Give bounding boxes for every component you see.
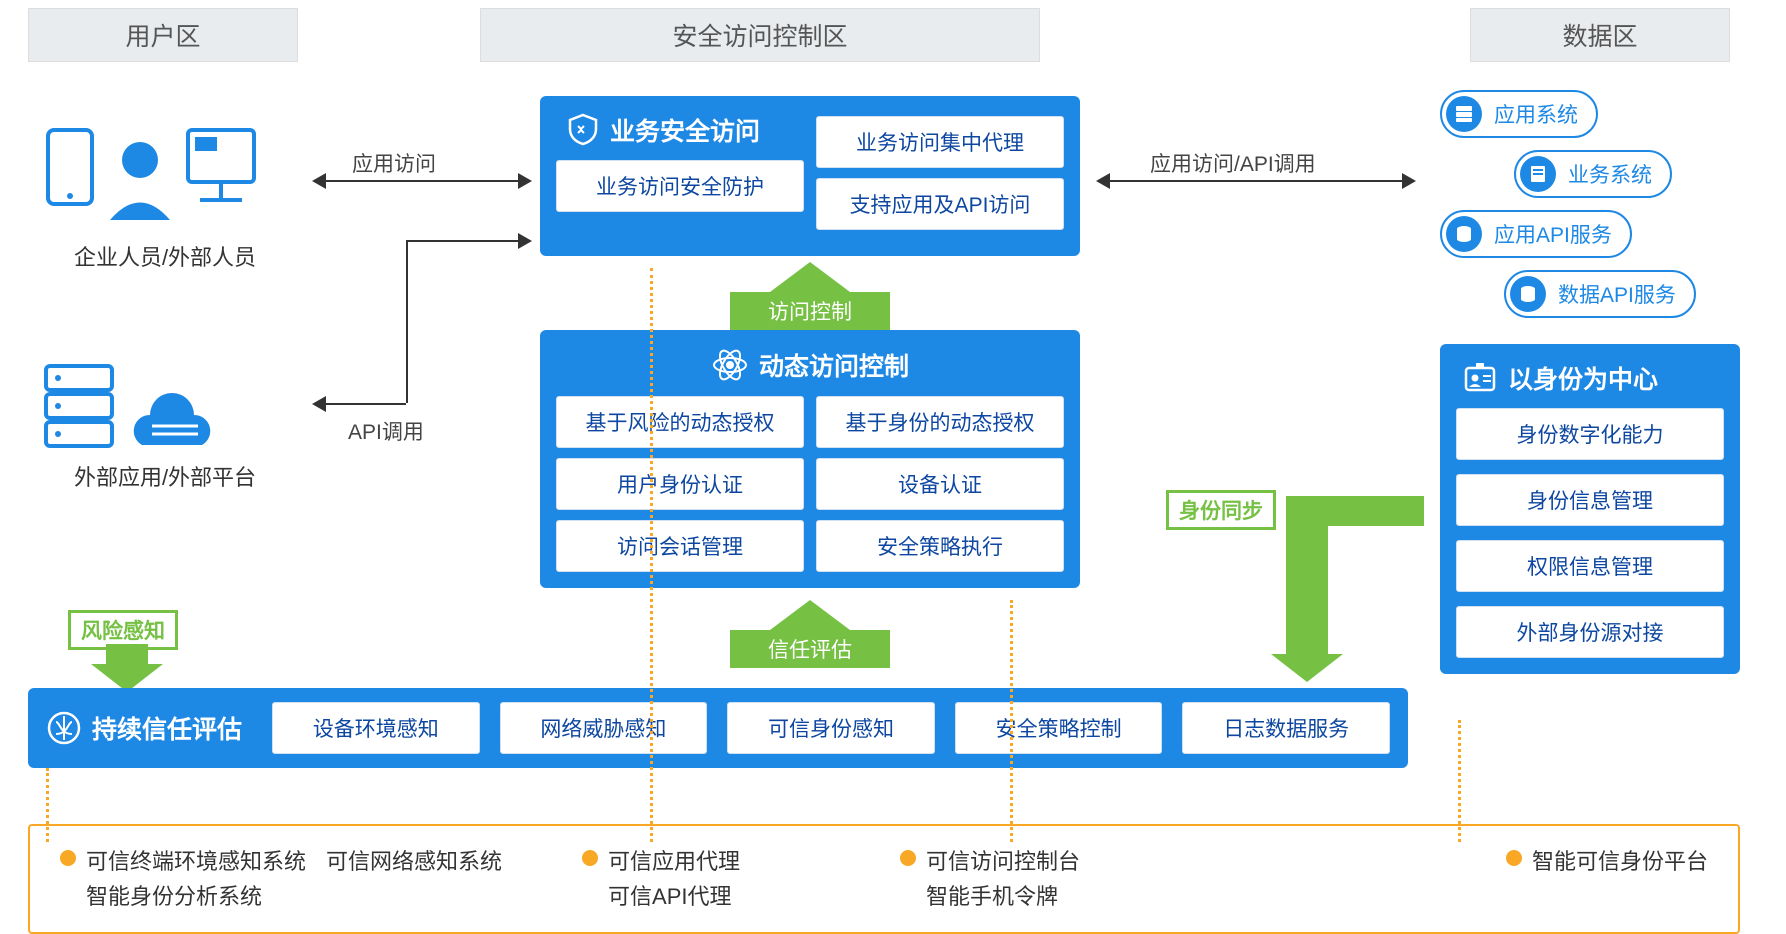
identity-item-3: 外部身份源对接	[1456, 606, 1724, 658]
label-app-access: 应用访问	[352, 148, 436, 178]
dyn-r2c1: 安全策略执行	[816, 520, 1064, 572]
dyn-r1c1: 设备认证	[816, 458, 1064, 510]
dyn-r1c0: 用户身份认证	[556, 458, 804, 510]
label-app-api-right: 应用访问/API调用	[1150, 148, 1316, 178]
identity-item-0: 身份数字化能力	[1456, 408, 1724, 460]
id-card-icon	[1462, 360, 1498, 396]
arrow-access-control: 访问控制	[730, 262, 890, 330]
bottom-g5: 智能可信身份平台	[1506, 844, 1708, 879]
bottom-g2: 可信网络感知系统	[326, 844, 502, 879]
bottom-g3: 可信应用代理可信API代理	[582, 844, 740, 914]
trust-item-3: 安全策略控制	[955, 702, 1163, 754]
arrow-risk-sense: 风险感知	[68, 610, 188, 688]
user-people-group: 企业人员/外部人员	[40, 120, 290, 272]
panel-identity: 以身份为中心 身份数字化能力 身份信息管理 权限信息管理 外部身份源对接	[1440, 344, 1740, 674]
user-app-group: 外部应用/外部平台	[40, 360, 290, 492]
pill-3: 数据API服务	[1504, 270, 1696, 318]
panel-biz-access: 业务安全访问 业务访问安全防护 业务访问集中代理 支持应用及API访问	[540, 96, 1080, 256]
zone-header-user: 用户区	[28, 8, 298, 62]
trust-item-2: 可信身份感知	[727, 702, 935, 754]
bottom-g4: 可信访问控制台智能手机令牌	[900, 844, 1080, 914]
server-stack-icon	[1446, 96, 1482, 132]
zone-header-control: 安全访问控制区	[480, 8, 1040, 62]
dyn-r0c1: 基于身份的动态授权	[816, 396, 1064, 448]
pill-2: 应用API服务	[1440, 210, 1632, 258]
trust-item-1: 网络威胁感知	[500, 702, 708, 754]
database2-icon	[1510, 276, 1546, 312]
panel-dyn-title: 动态访问控制	[556, 346, 1064, 384]
database-icon	[1446, 216, 1482, 252]
bottom-products: 可信终端环境感知系统智能身份分析系统 可信网络感知系统 可信应用代理可信API代…	[28, 824, 1740, 934]
panel-trust-eval: 持续信任评估 设备环境感知 网络威胁感知 可信身份感知 安全策略控制 日志数据服…	[28, 688, 1408, 768]
people-devices-icon	[40, 120, 260, 230]
bottom-g1: 可信终端环境感知系统智能身份分析系统	[60, 844, 306, 914]
label-api-call: API调用	[348, 416, 424, 446]
pill-1: 业务系统	[1514, 150, 1672, 198]
report-icon	[1520, 156, 1556, 192]
biz-item-1: 业务访问安全防护	[556, 160, 804, 212]
dot-icon	[1506, 850, 1522, 866]
pill-0: 应用系统	[1440, 90, 1598, 138]
panel-biz-title: 业务安全访问	[566, 112, 804, 148]
dot-icon	[900, 850, 916, 866]
dot-icon	[60, 850, 76, 866]
arrow-identity-sync: 身份同步	[1096, 490, 1426, 700]
shield-icon	[566, 113, 600, 147]
server-cloud-icon	[40, 360, 220, 450]
biz-item-0: 业务访问集中代理	[816, 116, 1064, 168]
people-label: 企业人员/外部人员	[40, 240, 290, 272]
dash-2	[650, 268, 653, 842]
trust-item-0: 设备环境感知	[272, 702, 480, 754]
dyn-r0c0: 基于风险的动态授权	[556, 396, 804, 448]
atom-icon	[711, 346, 749, 384]
arrow-api-call	[312, 240, 532, 410]
identity-item-2: 权限信息管理	[1456, 540, 1724, 592]
biz-item-2: 支持应用及API访问	[816, 178, 1064, 230]
panel-trust-title: 持续信任评估	[46, 710, 242, 746]
dash-3	[1010, 600, 1013, 842]
brain-icon	[46, 710, 82, 746]
app-label: 外部应用/外部平台	[40, 460, 290, 492]
panel-identity-title: 以身份为中心	[1462, 360, 1724, 396]
dyn-r2c0: 访问会话管理	[556, 520, 804, 572]
arrow-trust-eval: 信任评估	[730, 600, 890, 668]
panel-dynamic-access: 动态访问控制 基于风险的动态授权 基于身份的动态授权 用户身份认证 设备认证 访…	[540, 330, 1080, 588]
dot-icon	[582, 850, 598, 866]
trust-item-4: 日志数据服务	[1182, 702, 1390, 754]
identity-item-1: 身份信息管理	[1456, 474, 1724, 526]
zone-header-data: 数据区	[1470, 8, 1730, 62]
